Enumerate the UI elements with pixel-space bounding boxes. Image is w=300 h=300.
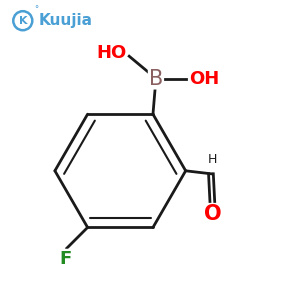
Text: K: K xyxy=(19,16,27,26)
Text: HO: HO xyxy=(96,44,126,62)
Text: O: O xyxy=(204,204,221,224)
Text: °: ° xyxy=(34,5,38,14)
Text: OH: OH xyxy=(189,70,219,88)
Text: B: B xyxy=(149,68,163,88)
Text: H: H xyxy=(208,153,217,166)
Text: F: F xyxy=(59,250,71,268)
Text: Kuujia: Kuujia xyxy=(38,13,92,28)
